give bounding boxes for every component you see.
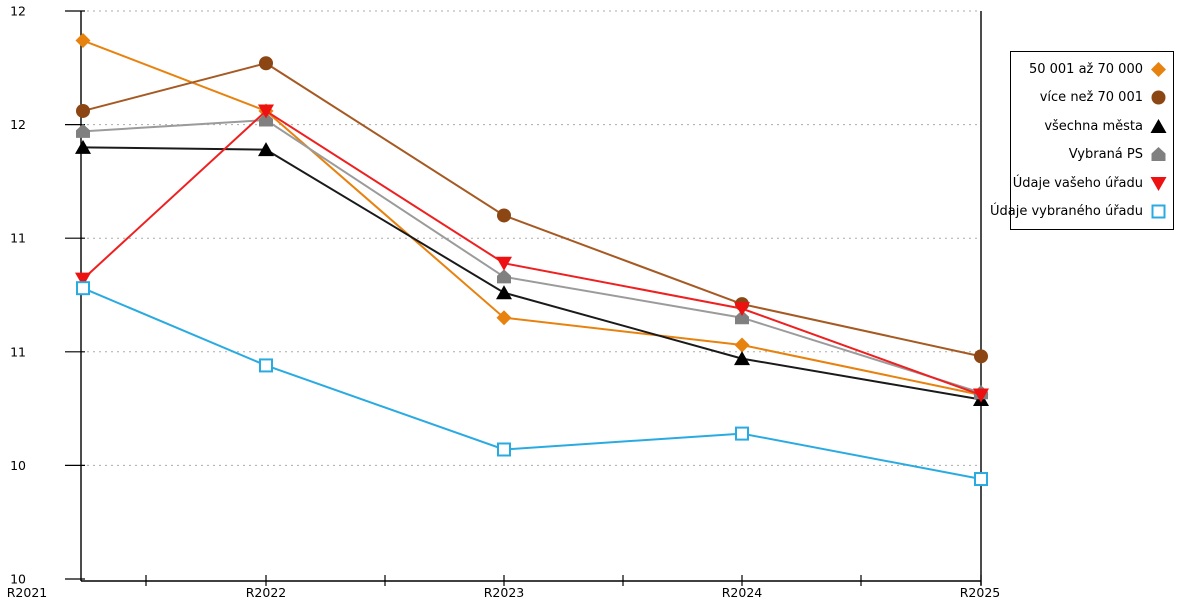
data-point-marker: [497, 269, 511, 284]
series-6: [76, 281, 988, 487]
data-point-marker: [496, 256, 512, 271]
legend-item-label: Údaje vybraného úřadu: [989, 204, 1143, 220]
data-point-marker: [496, 285, 512, 300]
data-point-marker: [258, 142, 274, 157]
data-point-marker: [497, 208, 511, 223]
x-axis-label: R2024: [722, 585, 763, 600]
legend-marker-square-open-icon: [1151, 204, 1166, 219]
legend-marker-circle-icon: [1151, 90, 1166, 105]
y-axis-label: 12: [10, 4, 26, 19]
y-axis-label: 11: [10, 231, 26, 246]
legend-item-label: Údaje vašeho úřadu: [1012, 175, 1143, 191]
data-point-marker: [75, 139, 91, 154]
x-axis-label: R2021: [7, 585, 48, 600]
data-point-marker: [974, 472, 988, 487]
series-line: [82, 62, 982, 358]
series-5: [75, 104, 989, 403]
data-point-marker: [259, 112, 273, 127]
legend-marker-diamond-icon: [1151, 61, 1166, 77]
series-line: [82, 39, 982, 396]
series-line: [82, 287, 982, 481]
legend-item-label: všechna města: [1044, 118, 1143, 134]
x-axis-label: R2025: [960, 585, 1001, 600]
data-point-marker: [734, 337, 750, 353]
data-point-marker: [974, 349, 988, 364]
legend-item-label: více než 70 001: [1039, 90, 1143, 106]
legend-marker-triangle-up-icon: [1150, 118, 1167, 133]
data-point-marker: [973, 388, 989, 403]
data-point-marker: [1151, 204, 1166, 219]
series-line: [82, 146, 982, 401]
legend-item-label: 50 001 až 70 000: [1028, 61, 1143, 77]
data-point-marker: [76, 281, 90, 296]
data-point-marker: [75, 33, 91, 49]
y-axis-label: 11: [10, 344, 26, 359]
y-axis-label: 10: [10, 458, 26, 473]
data-point-marker: [1151, 147, 1166, 162]
data-point-marker: [259, 56, 273, 71]
x-axis-label: R2023: [484, 585, 525, 600]
legend-item: Údaje vašeho úřadu: [1012, 169, 1167, 197]
legend-item: více než 70 001: [1015, 84, 1167, 112]
series-2: [76, 56, 988, 364]
legend-item-label: Vybraná PS: [1068, 147, 1143, 163]
data-point-marker: [75, 272, 91, 287]
chart-legend: 50 001 až 70 000 více než 70 001 všechna m…: [990, 51, 1174, 230]
data-point-marker: [735, 426, 749, 441]
data-point-marker: [734, 302, 750, 317]
data-point-marker: [735, 310, 749, 325]
x-axis-label: R2022: [246, 585, 287, 600]
series-line: [82, 109, 982, 396]
data-point-marker: [258, 104, 274, 119]
data-point-marker: [1150, 176, 1167, 191]
y-axis-label: 10: [10, 572, 26, 587]
data-point-marker: [1150, 118, 1167, 133]
legend-item: 50 001 až 70 000: [1015, 55, 1167, 83]
series-1: [75, 33, 989, 403]
data-point-marker: [1151, 61, 1166, 77]
legend-marker-triangle-down-icon: [1150, 176, 1167, 191]
y-axis-label: 12: [10, 117, 26, 132]
data-point-marker: [259, 358, 273, 373]
legend-marker-pentagon-icon: [1151, 147, 1166, 162]
data-point-marker: [1151, 90, 1166, 105]
data-point-marker: [496, 310, 512, 326]
series-3: [75, 139, 989, 407]
data-point-marker: [76, 123, 90, 138]
data-point-marker: [76, 103, 90, 118]
series-4: [76, 112, 988, 400]
legend-item: Vybraná PS: [1015, 141, 1167, 169]
legend-item: Údaje vybraného úřadu: [990, 198, 1167, 226]
data-point-marker: [734, 351, 750, 366]
legend-item: všechna města: [1015, 112, 1167, 140]
data-point-marker: [497, 442, 511, 457]
